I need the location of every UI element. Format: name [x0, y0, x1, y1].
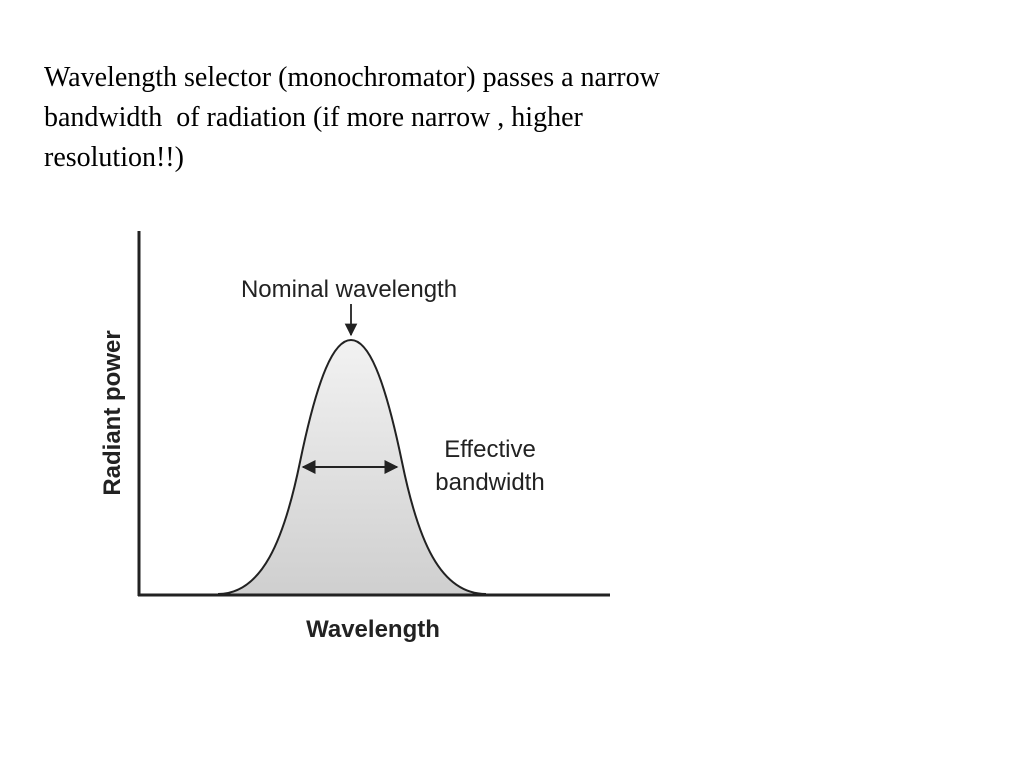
effective-bandwidth-label-line-1: Effective: [444, 436, 536, 463]
y-axis-label: Radiant power: [99, 330, 126, 495]
caption-line-1: Wavelength selector (monochromator) pass…: [44, 62, 660, 93]
slide-caption: Wavelength selector (monochromator) pass…: [44, 58, 844, 178]
x-axis-label: Wavelength: [306, 616, 440, 643]
caption-line-2: bandwidth of radiation (if more narrow ,…: [44, 102, 583, 133]
caption-line-3: resolution!!): [44, 142, 184, 173]
passband-curve: [217, 338, 487, 595]
effective-bandwidth-label-line-2: bandwidth: [435, 469, 544, 496]
nominal-wavelength-label: Nominal wavelength: [241, 276, 457, 303]
